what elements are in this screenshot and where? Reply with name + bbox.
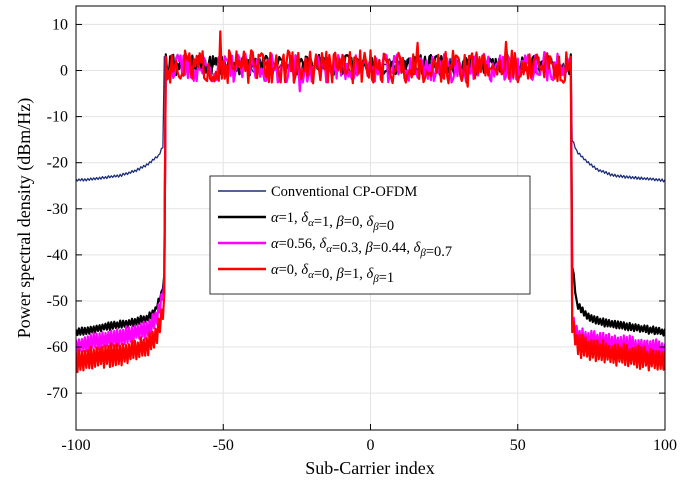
y-tick-label-4: -30: [47, 201, 68, 218]
x-tick-label-3: 50: [510, 437, 526, 454]
legend: Conventional CP-OFDM α=1, δα=1, β=0, δβ=0…: [209, 175, 531, 295]
y-tick-label-0: 10: [52, 16, 68, 33]
legend-label-1: α=1, δα=1, β=0, δβ=0: [271, 210, 394, 234]
legend-label-0: Conventional CP-OFDM: [271, 184, 417, 200]
legend-label-2: α=0.56, δα=0.3, β=0.44, δβ=0.7: [271, 236, 452, 260]
plot-area: [76, 30, 665, 374]
y-tick-label-5: -40: [47, 247, 68, 264]
y-axis-label: Power spectral density (dBm/Hz): [14, 98, 35, 338]
x-tick-label-4: 100: [653, 437, 677, 454]
tick-marks: [75, 6, 666, 430]
y-tick-label-7: -60: [47, 339, 68, 356]
y-tick-label-1: 0: [60, 63, 68, 80]
series-layer: [76, 30, 665, 374]
x-axis-label: Sub-Carrier index: [305, 458, 434, 478]
legend-box: [209, 175, 531, 295]
y-tick-label-3: -20: [47, 155, 68, 172]
y-tick-label-6: -50: [47, 293, 68, 310]
series-line-3: [76, 30, 665, 374]
x-tick-label-2: 0: [367, 437, 375, 454]
x-tick-label-1: -50: [213, 437, 234, 454]
x-tick-label-0: -100: [61, 437, 90, 454]
legend-label-3: α=0, δα=0, β=1, δβ=1: [271, 262, 394, 286]
y-tick-label-2: -10: [47, 109, 68, 126]
y-tick-label-8: -70: [47, 385, 68, 402]
